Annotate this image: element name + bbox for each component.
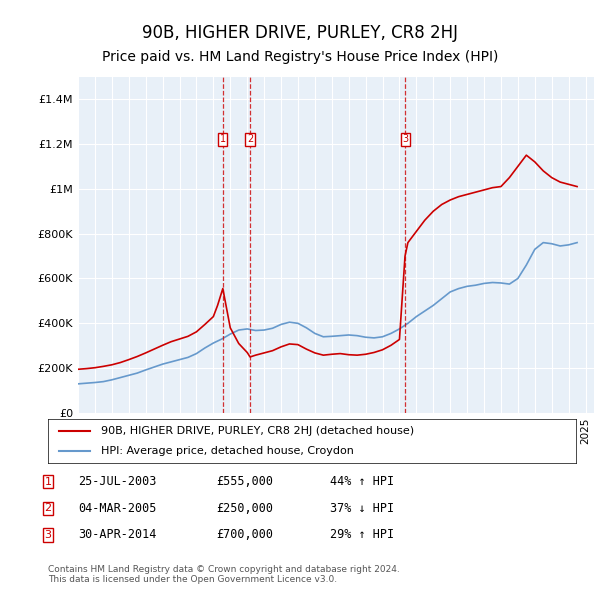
Text: 30-APR-2014: 30-APR-2014 <box>78 528 157 542</box>
Text: 90B, HIGHER DRIVE, PURLEY, CR8 2HJ: 90B, HIGHER DRIVE, PURLEY, CR8 2HJ <box>142 24 458 42</box>
Text: Contains HM Land Registry data © Crown copyright and database right 2024.
This d: Contains HM Land Registry data © Crown c… <box>48 565 400 584</box>
Text: £555,000: £555,000 <box>216 475 273 489</box>
Text: 29% ↑ HPI: 29% ↑ HPI <box>330 528 394 542</box>
Text: 2: 2 <box>44 503 52 513</box>
Text: 25-JUL-2003: 25-JUL-2003 <box>78 475 157 489</box>
Text: 04-MAR-2005: 04-MAR-2005 <box>78 502 157 515</box>
Text: 1: 1 <box>220 135 226 145</box>
Text: 1: 1 <box>44 477 52 487</box>
Text: £700,000: £700,000 <box>216 528 273 542</box>
Text: HPI: Average price, detached house, Croydon: HPI: Average price, detached house, Croy… <box>101 446 353 455</box>
Text: 3: 3 <box>44 530 52 540</box>
Text: 90B, HIGHER DRIVE, PURLEY, CR8 2HJ (detached house): 90B, HIGHER DRIVE, PURLEY, CR8 2HJ (deta… <box>101 427 414 436</box>
Text: 2: 2 <box>247 135 253 145</box>
Text: 37% ↓ HPI: 37% ↓ HPI <box>330 502 394 515</box>
Text: Price paid vs. HM Land Registry's House Price Index (HPI): Price paid vs. HM Land Registry's House … <box>102 50 498 64</box>
Text: £250,000: £250,000 <box>216 502 273 515</box>
Text: 3: 3 <box>402 135 408 145</box>
Text: 44% ↑ HPI: 44% ↑ HPI <box>330 475 394 489</box>
